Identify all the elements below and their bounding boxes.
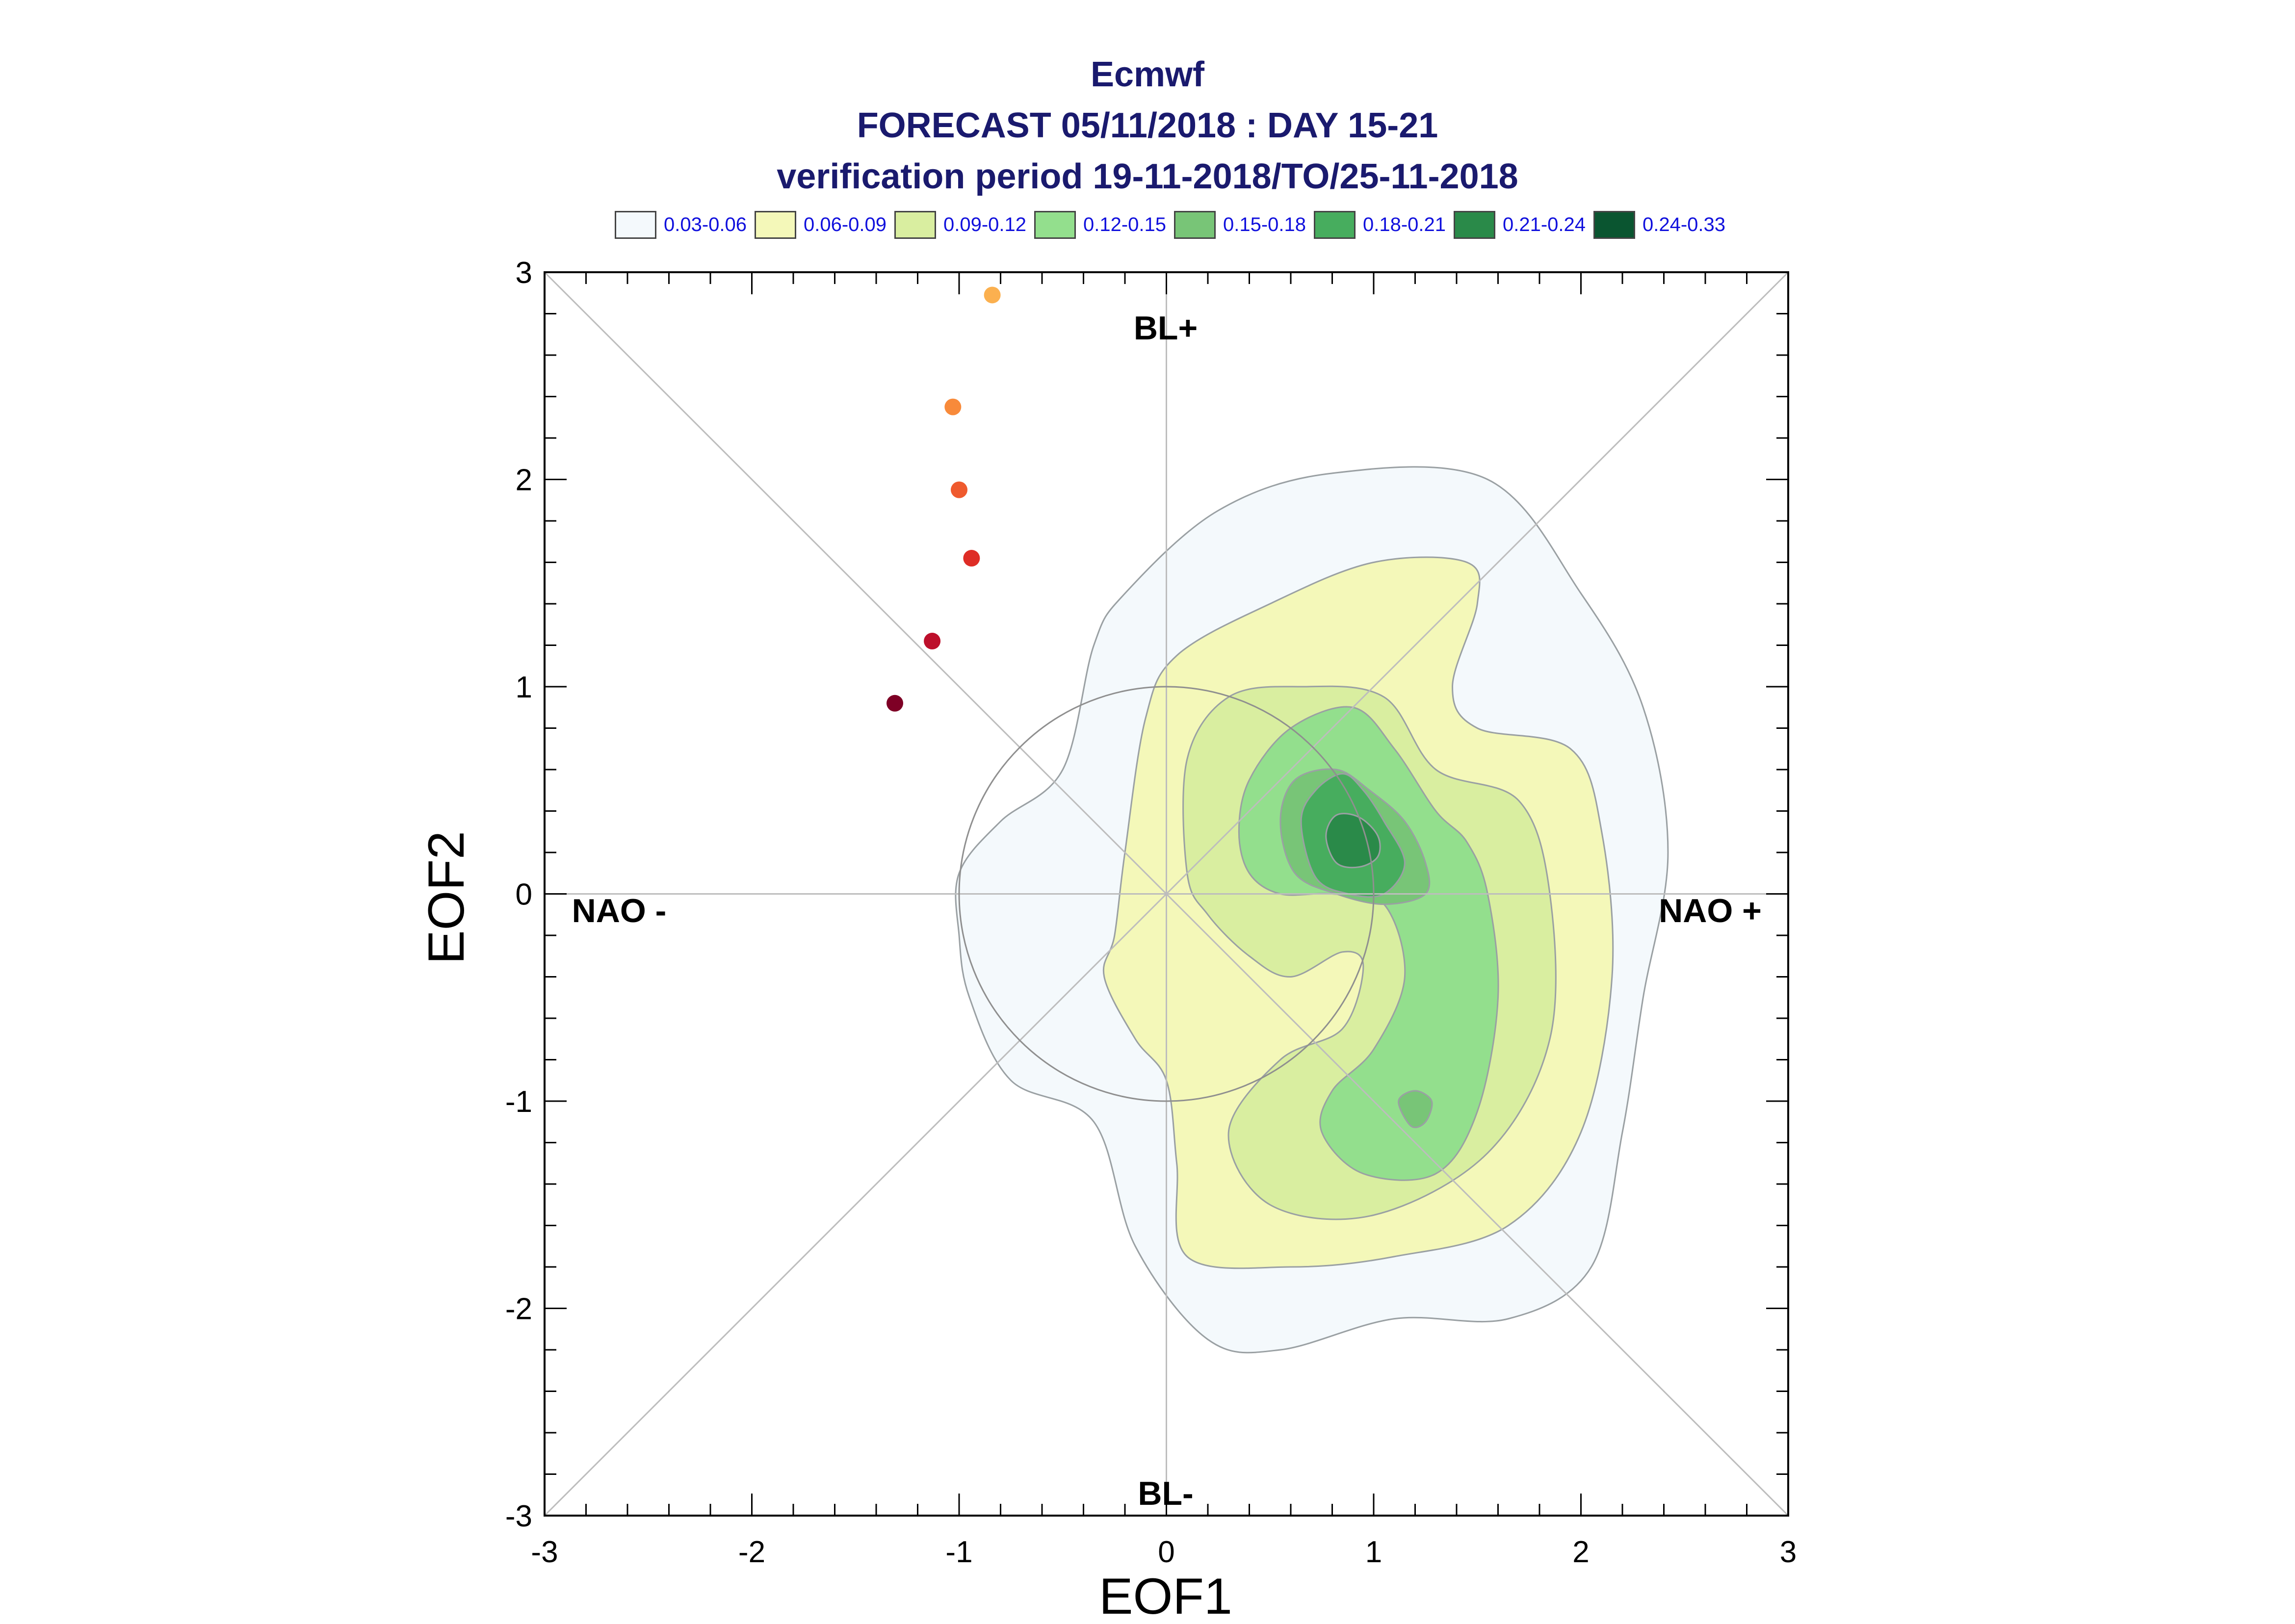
regime-label-bl-minus: BL- — [1138, 1475, 1193, 1512]
legend-label: 0.18-0.21 — [1363, 214, 1446, 235]
legend-label: 0.06-0.09 — [804, 214, 887, 235]
regime-label-nao-minus: NAO - — [572, 892, 667, 929]
x-tick-label: -2 — [738, 1535, 765, 1569]
x-tick-label: 3 — [1780, 1535, 1797, 1569]
data-point — [984, 286, 1001, 304]
legend-swatch — [1593, 211, 1635, 239]
y-tick-label: -1 — [505, 1085, 532, 1119]
x-tick-label: 0 — [1158, 1535, 1174, 1569]
regime-guides — [544, 271, 1789, 1517]
legend-swatch — [894, 211, 936, 239]
data-point — [944, 398, 962, 415]
data-point — [887, 695, 904, 712]
regime-label-nao-plus: NAO + — [1659, 892, 1762, 929]
x-tick-label: -1 — [945, 1535, 972, 1569]
legend-label: 0.09-0.12 — [943, 214, 1027, 235]
unit-circle — [958, 686, 1375, 1102]
y-tick-label: 2 — [516, 464, 532, 497]
data-point — [924, 633, 941, 650]
regime-label-bl-plus: BL+ — [1134, 309, 1198, 347]
data-point — [951, 481, 967, 498]
y-tick-label: 1 — [516, 670, 532, 704]
chart-subtitle-forecast: FORECAST 05/11/2018 : DAY 15-21 — [857, 106, 1438, 145]
legend-swatch — [1034, 211, 1076, 239]
chart-subtitle-verification: verification period 19-11-2018/TO/25-11-… — [777, 157, 1518, 196]
legend-label: 0.15-0.18 — [1223, 214, 1306, 235]
y-tick-label: -3 — [505, 1499, 532, 1533]
x-tick-label: 1 — [1365, 1535, 1382, 1569]
y-axis-label: EOF2 — [418, 831, 475, 964]
legend-label: 0.03-0.06 — [664, 214, 747, 235]
legend-swatch — [615, 211, 656, 239]
density-contour — [1398, 1090, 1433, 1129]
legend-swatch — [755, 211, 796, 239]
axes: -3 -2 -1 0 1 2 3 -3 -2 -1 0 1 2 3 — [505, 256, 1797, 1569]
x-tick-label: 2 — [1572, 1535, 1589, 1569]
x-tick-label: -3 — [531, 1535, 558, 1569]
legend-label: 0.12-0.15 — [1083, 214, 1167, 235]
density-contours — [955, 466, 1669, 1354]
density-contour — [1325, 813, 1381, 869]
legend-label: 0.24-0.33 — [1643, 214, 1726, 235]
legend-swatch — [1174, 211, 1216, 239]
legend-label: 0.21-0.24 — [1503, 214, 1586, 235]
chart-title: Ecmwf — [1090, 55, 1205, 94]
chart-title-block: Ecmwf FORECAST 05/11/2018 : DAY 15-21 ve… — [0, 49, 2295, 202]
data-point — [963, 550, 980, 567]
y-tick-label: 3 — [516, 256, 532, 290]
legend-swatch — [1314, 211, 1356, 239]
y-tick-label: -2 — [505, 1292, 532, 1326]
data-points — [887, 286, 1001, 712]
y-tick-label: 0 — [516, 878, 532, 912]
x-axis-label: EOF1 — [1099, 1568, 1232, 1624]
legend-swatch — [1454, 211, 1495, 239]
